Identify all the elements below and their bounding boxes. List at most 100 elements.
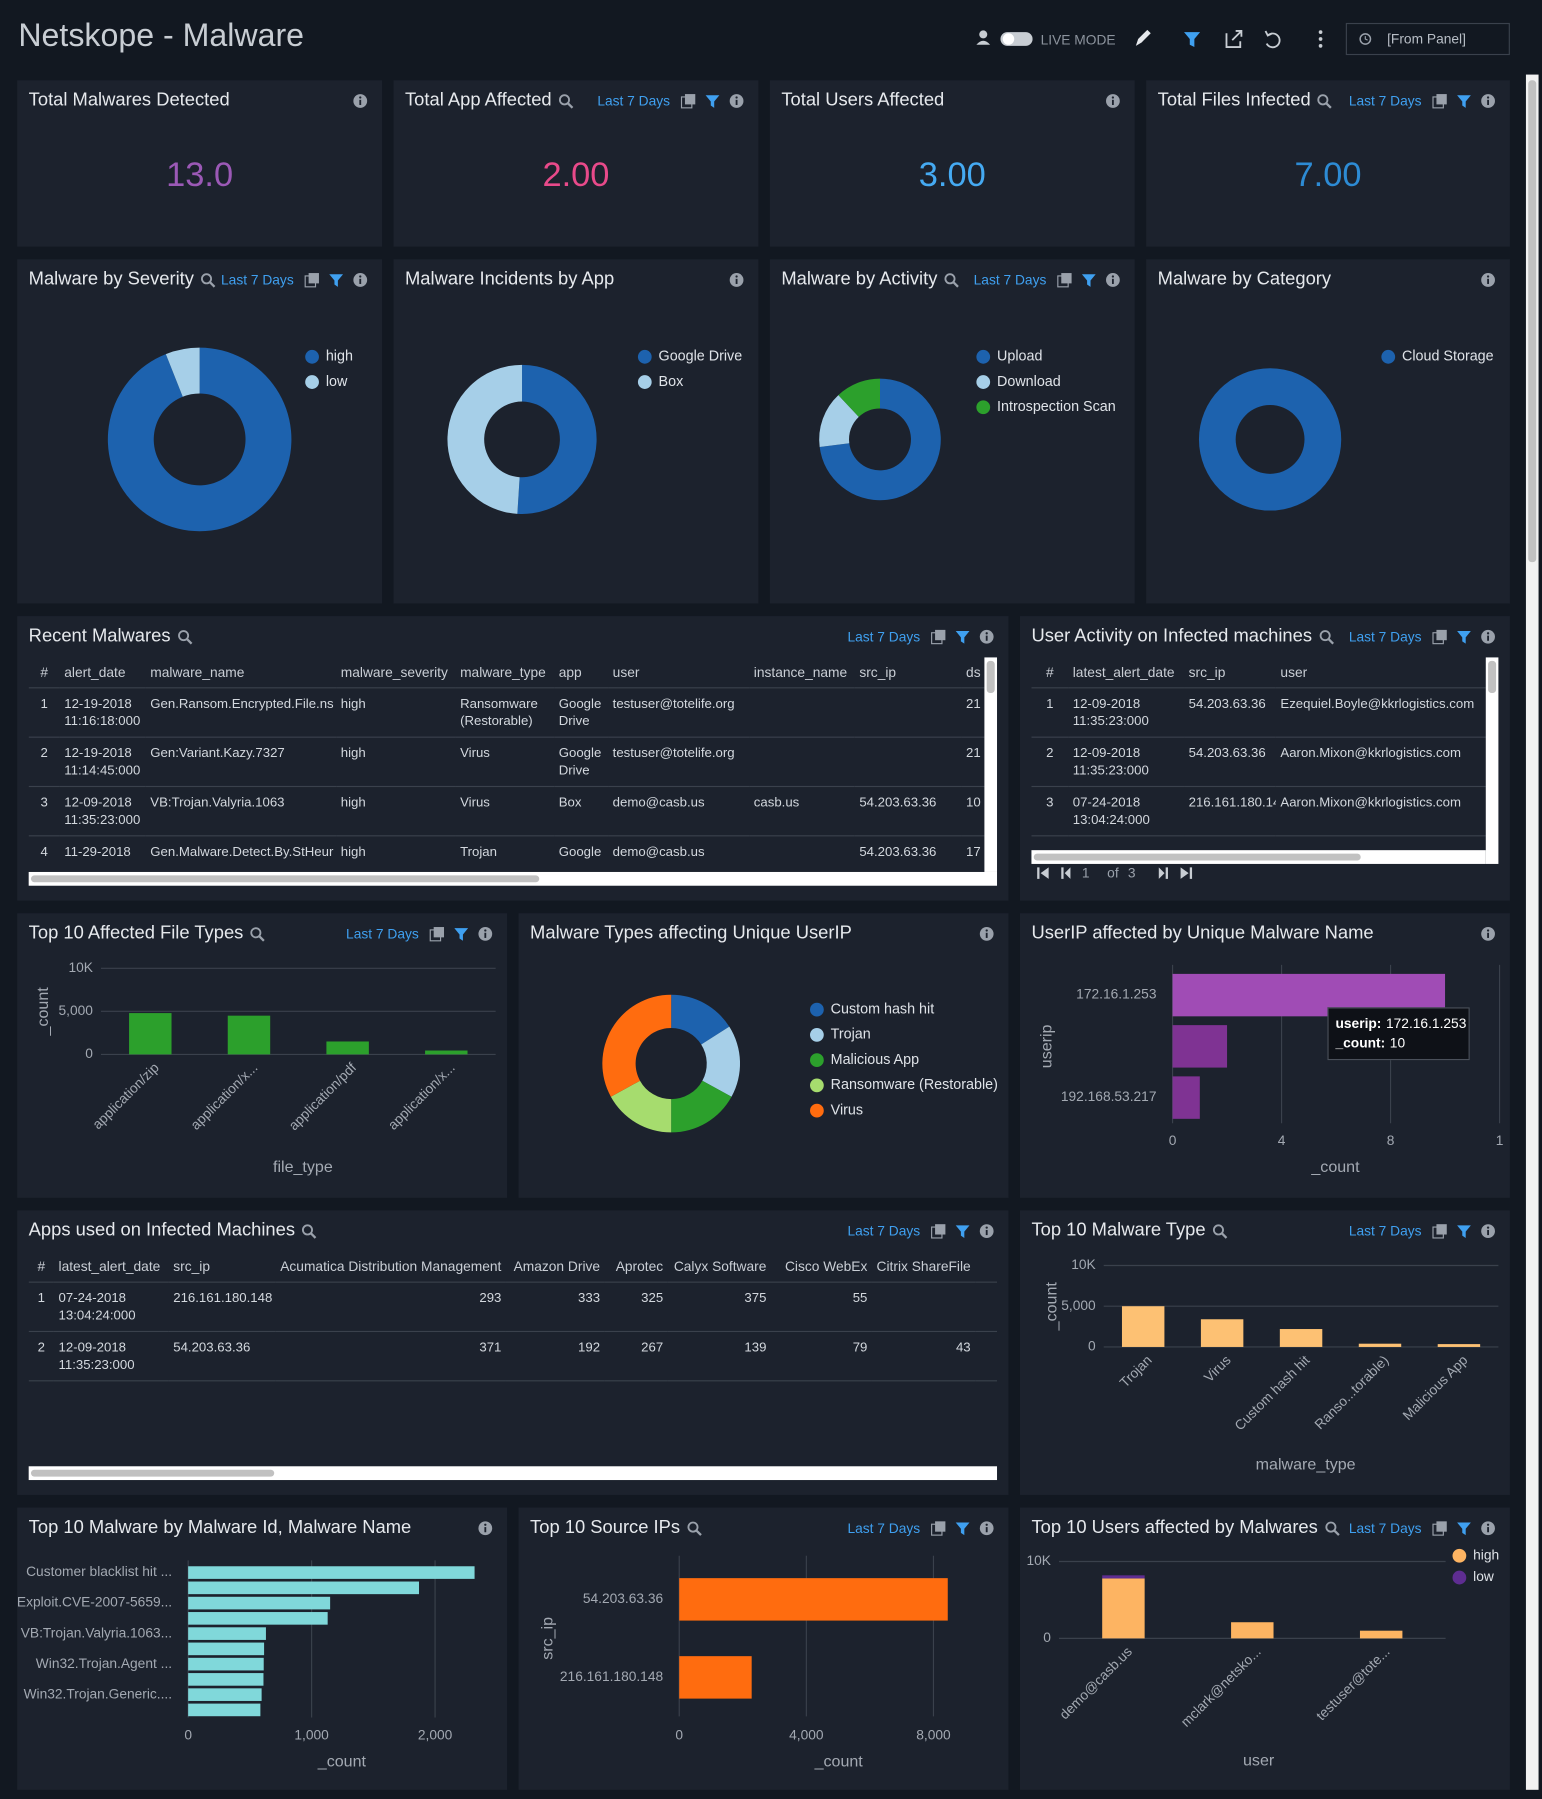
icon-copy[interactable] xyxy=(930,1520,946,1536)
column-header[interactable]: src_ip xyxy=(168,1251,276,1283)
icon-filter[interactable] xyxy=(1456,629,1472,645)
v-scrollbar-thumb[interactable] xyxy=(986,660,995,693)
column-header[interactable]: # xyxy=(1031,657,1069,689)
icon-filter[interactable] xyxy=(453,926,469,942)
icon-search[interactable] xyxy=(200,272,216,288)
time-range[interactable]: Last 7 Days xyxy=(847,628,921,645)
v-scrollbar-thumb[interactable] xyxy=(1488,660,1497,693)
icon-info[interactable] xyxy=(979,1520,995,1536)
time-range[interactable]: Last 7 Days xyxy=(1348,628,1422,645)
icon-info[interactable] xyxy=(1105,93,1121,109)
user-icon[interactable] xyxy=(979,30,988,39)
v-scrollbar[interactable] xyxy=(984,657,998,872)
icon-search[interactable] xyxy=(1324,1520,1340,1536)
icon-filter[interactable] xyxy=(1081,272,1097,288)
icon-filter[interactable] xyxy=(955,629,971,645)
h-scrollbar-thumb[interactable] xyxy=(30,1469,275,1477)
time-range[interactable]: Last 7 Days xyxy=(1348,92,1422,109)
column-header[interactable]: alert_date xyxy=(59,657,146,689)
refresh-icon[interactable] xyxy=(1264,30,1281,49)
column-header[interactable]: Acumatica Distribution Management xyxy=(275,1251,506,1283)
icon-info[interactable] xyxy=(1480,272,1496,288)
column-header[interactable]: malware_name xyxy=(145,657,337,689)
column-header[interactable]: # xyxy=(28,1251,54,1283)
next-page[interactable] xyxy=(1156,866,1170,880)
column-header[interactable]: ds xyxy=(961,657,985,689)
icon-filter[interactable] xyxy=(328,272,344,288)
icon-filter[interactable] xyxy=(955,1223,971,1239)
icon-search[interactable] xyxy=(943,272,959,288)
icon-info[interactable] xyxy=(1105,272,1121,288)
time-range[interactable]: Last 7 Days xyxy=(597,92,671,109)
icon-copy[interactable] xyxy=(1432,1223,1448,1239)
icon-filter[interactable] xyxy=(704,93,720,109)
h-scrollbar[interactable] xyxy=(1031,850,1486,864)
column-header[interactable]: malware_type xyxy=(455,657,555,689)
icon-copy[interactable] xyxy=(680,93,696,109)
icon-info[interactable] xyxy=(352,272,368,288)
icon-info[interactable] xyxy=(729,93,745,109)
time-range[interactable]: Last 7 Days xyxy=(847,1223,921,1240)
edit-icon[interactable] xyxy=(1135,29,1151,46)
icon-copy[interactable] xyxy=(429,926,445,942)
icon-info[interactable] xyxy=(729,272,745,288)
time-range[interactable]: Last 7 Days xyxy=(346,925,419,942)
time-range[interactable]: Last 7 Days xyxy=(221,271,294,288)
column-header[interactable]: src_ip xyxy=(1184,657,1276,689)
icon-info[interactable] xyxy=(979,1223,995,1239)
icon-copy[interactable] xyxy=(1057,272,1073,288)
icon-search[interactable] xyxy=(176,629,192,645)
column-header[interactable]: Cra xyxy=(975,1251,998,1283)
h-scrollbar-thumb[interactable] xyxy=(30,875,540,883)
share-icon[interactable] xyxy=(1225,30,1243,48)
time-range[interactable]: Last 7 Days xyxy=(1348,1223,1422,1240)
user-icon-body[interactable] xyxy=(976,40,991,45)
icon-copy[interactable] xyxy=(930,629,946,645)
time-range[interactable]: Last 7 Days xyxy=(1348,1520,1422,1537)
column-header[interactable]: Citrix ShareFile xyxy=(871,1251,976,1283)
icon-search[interactable] xyxy=(1211,1223,1228,1239)
icon-info[interactable] xyxy=(1480,1520,1496,1536)
icon-info[interactable] xyxy=(979,629,995,645)
icon-copy[interactable] xyxy=(1432,1520,1448,1536)
icon-info[interactable] xyxy=(352,93,368,109)
page-scrollbar-thumb[interactable] xyxy=(1528,80,1537,563)
column-header[interactable]: Aprotec xyxy=(604,1251,668,1283)
icon-search[interactable] xyxy=(1316,93,1333,109)
menu-icon[interactable] xyxy=(1318,30,1323,34)
icon-search[interactable] xyxy=(557,93,574,109)
icon-copy[interactable] xyxy=(930,1223,946,1239)
page-number[interactable]: 1 xyxy=(1081,865,1090,882)
icon-info[interactable] xyxy=(477,926,493,942)
icon-search[interactable] xyxy=(686,1520,702,1536)
icon-filter[interactable] xyxy=(1456,1520,1472,1536)
column-header[interactable]: # xyxy=(28,657,60,689)
icon-search[interactable] xyxy=(1318,629,1334,645)
column-header[interactable]: Amazon Drive xyxy=(505,1251,605,1283)
icon-copy[interactable] xyxy=(1432,629,1448,645)
icon-filter[interactable] xyxy=(955,1520,971,1536)
column-header[interactable]: user xyxy=(1275,657,1486,689)
column-header[interactable]: user xyxy=(608,657,750,689)
filter-icon[interactable] xyxy=(1184,32,1201,48)
column-header[interactable]: Cisco WebEx xyxy=(770,1251,872,1283)
icon-search[interactable] xyxy=(301,1223,317,1239)
h-scrollbar[interactable] xyxy=(28,871,998,886)
icon-copy[interactable] xyxy=(1432,93,1448,109)
icon-info[interactable] xyxy=(1480,629,1496,645)
icon-info[interactable] xyxy=(1480,93,1496,109)
time-range[interactable]: Last 7 Days xyxy=(973,271,1047,288)
h-scrollbar[interactable] xyxy=(28,1466,998,1481)
icon-info[interactable] xyxy=(1480,1223,1496,1239)
icon-filter[interactable] xyxy=(1456,93,1472,109)
time-range[interactable]: Last 7 Days xyxy=(847,1520,921,1537)
column-header[interactable]: src_ip xyxy=(854,657,962,689)
menu-icon[interactable] xyxy=(1318,37,1323,41)
last-page[interactable] xyxy=(1179,866,1193,880)
time-filter[interactable]: [From Panel] xyxy=(1345,22,1510,56)
icon-search[interactable] xyxy=(249,926,265,942)
h-scrollbar-thumb[interactable] xyxy=(1033,853,1361,861)
icon-info[interactable] xyxy=(477,1520,493,1536)
page-scrollbar[interactable] xyxy=(1525,74,1539,1790)
prev-page[interactable] xyxy=(1059,866,1073,880)
